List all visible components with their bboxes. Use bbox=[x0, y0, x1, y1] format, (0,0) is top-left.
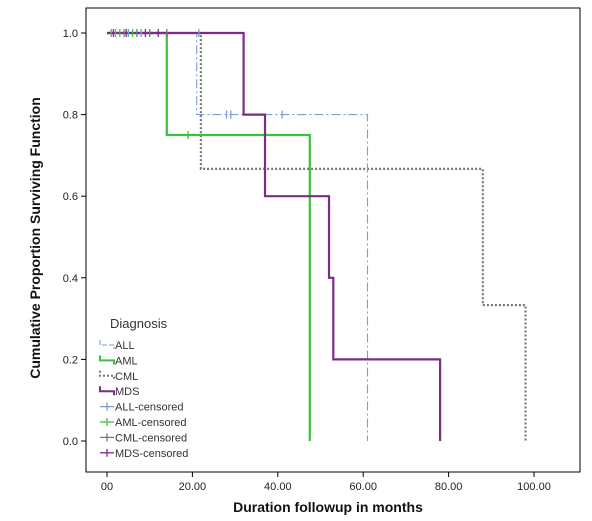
y-axis-title: Cumulative Proportion Surviving Function bbox=[27, 97, 43, 379]
y-tick-label: 0.8 bbox=[63, 110, 78, 122]
legend-label: AML bbox=[115, 355, 138, 367]
x-tick-label: 100.00 bbox=[517, 481, 551, 493]
legend-swatch-cml bbox=[99, 370, 115, 380]
y-tick-label: 0.2 bbox=[63, 354, 78, 366]
legend-swatch-aml bbox=[99, 355, 115, 365]
axes-layer: 00 20.00 40.00 60.00 80.00 100.00 0.0 0.2 0.4 0.6… bbox=[63, 28, 551, 493]
legend-label: CML bbox=[115, 371, 138, 383]
legend: Diagnosis ALL AML CML MDS ALL-censored AML-ce… bbox=[99, 316, 188, 460]
legend-label: ALL bbox=[115, 340, 135, 352]
series-line-mds bbox=[107, 31, 442, 441]
x-tick-label: 80.00 bbox=[435, 481, 463, 493]
legend-swatch-mds bbox=[99, 386, 115, 396]
legend-swatch-all bbox=[99, 340, 115, 349]
y-tick-label: 0.0 bbox=[63, 436, 78, 448]
y-tick-label: 0.4 bbox=[63, 273, 78, 285]
censor-layer bbox=[110, 29, 283, 139]
y-tick-label: 1.0 bbox=[63, 28, 78, 40]
plot-area bbox=[85, 7, 581, 473]
x-tick-label: 40.00 bbox=[264, 481, 292, 493]
x-tick-label: 00 bbox=[101, 481, 113, 493]
y-tick-label: 0.6 bbox=[63, 191, 78, 203]
legend-label: AML-censored bbox=[115, 417, 187, 429]
x-tick-label: 60.00 bbox=[349, 481, 377, 493]
legend-label: ALL-censored bbox=[115, 402, 184, 414]
legend-label: CML-censored bbox=[115, 432, 187, 444]
legend-label: MDS-censored bbox=[115, 448, 188, 460]
legend-label: MDS bbox=[115, 386, 139, 398]
x-axis-title: Duration followup in months bbox=[233, 499, 423, 515]
legend-title: Diagnosis bbox=[110, 316, 168, 331]
x-tick-label: 20.00 bbox=[179, 481, 207, 493]
